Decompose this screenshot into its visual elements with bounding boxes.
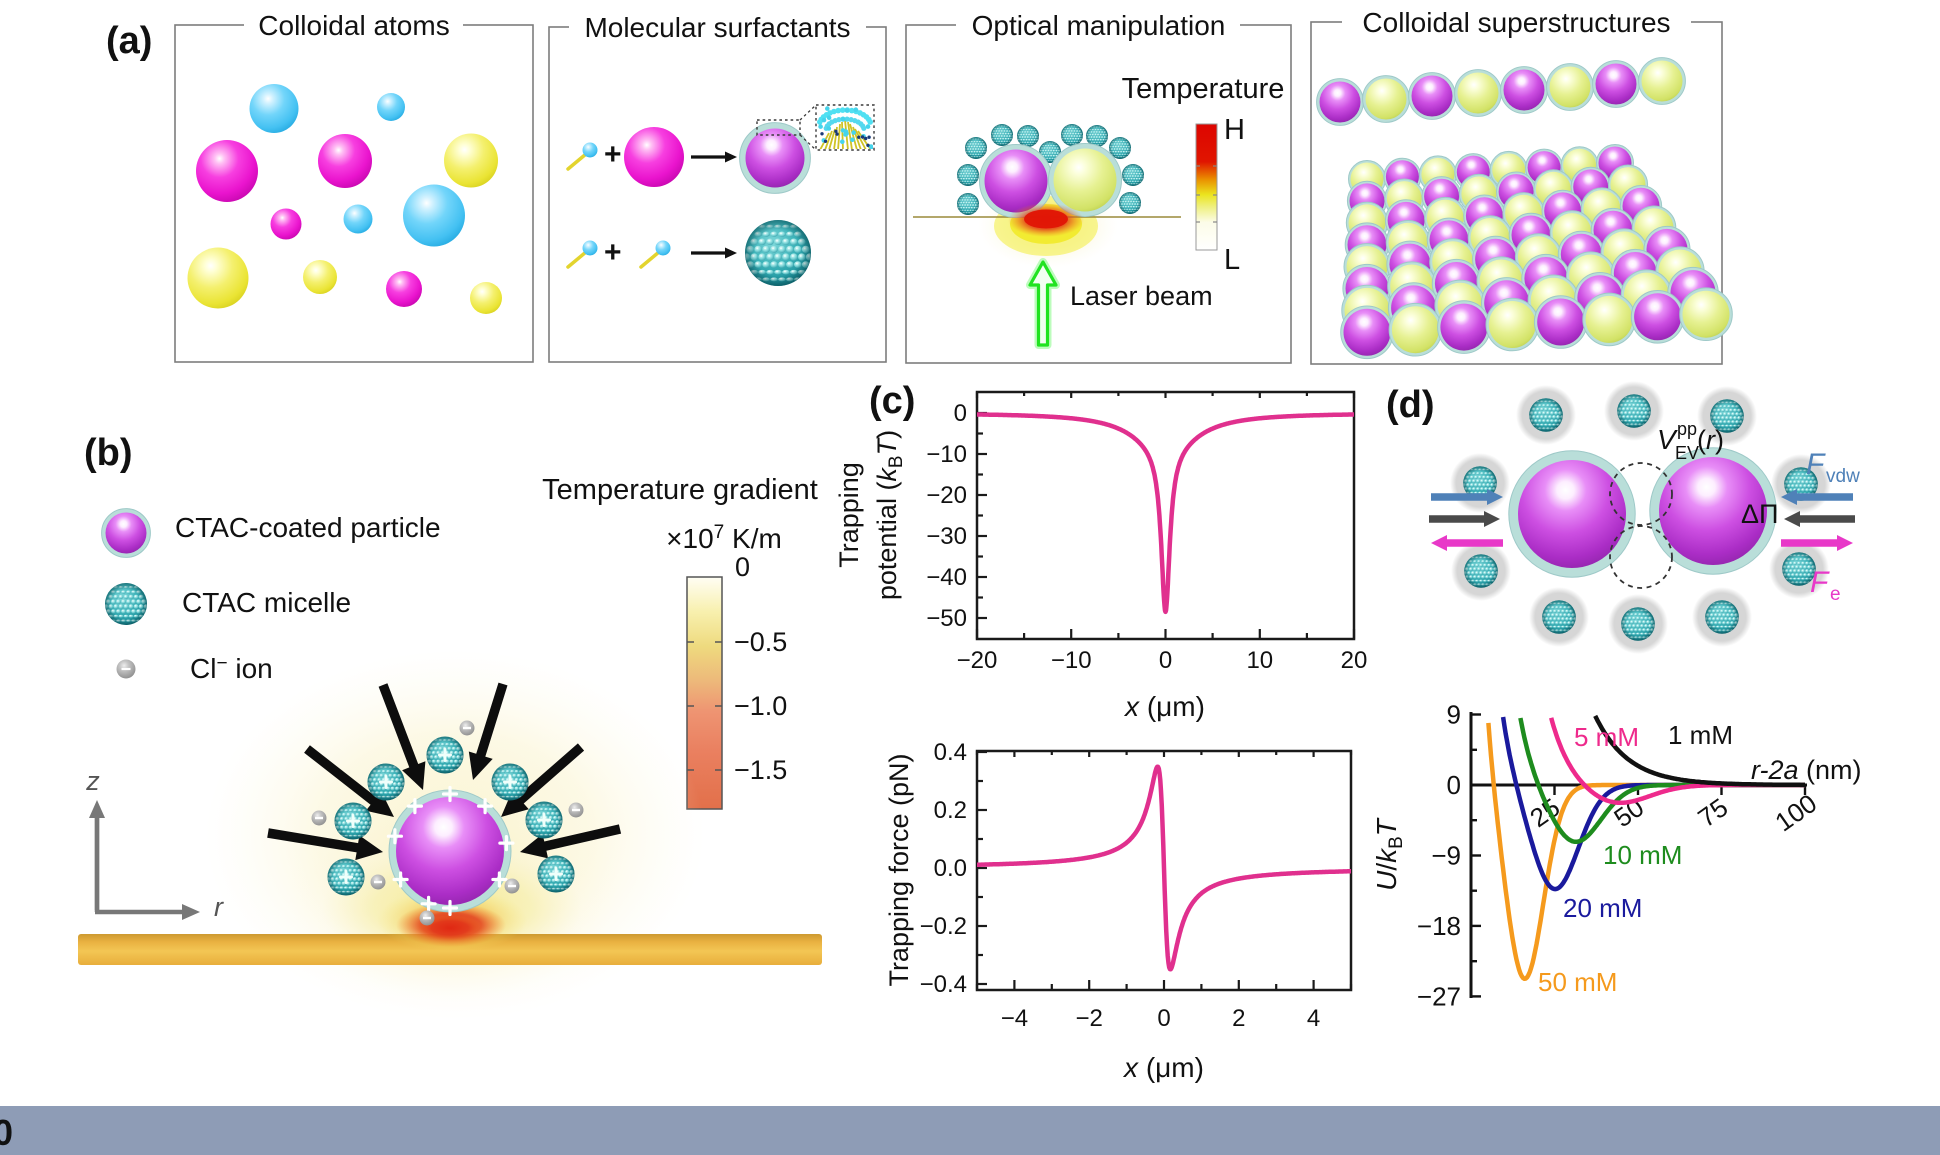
svg-text:−30: −30 <box>926 523 967 550</box>
svg-text:−10: −10 <box>926 441 967 468</box>
svg-text:(r): (r) <box>1697 425 1724 455</box>
svg-text:0: 0 <box>735 552 750 582</box>
svg-text:−9: −9 <box>1431 841 1461 871</box>
svg-text:9: 9 <box>1447 700 1461 730</box>
svg-text:−0.5: −0.5 <box>734 627 787 657</box>
svg-text:−10: −10 <box>1051 647 1092 674</box>
svg-text:Laser beam: Laser beam <box>1070 281 1213 311</box>
svg-text:Trapping force (pN): Trapping force (pN) <box>884 753 914 986</box>
svg-text:e: e <box>1830 584 1841 605</box>
svg-text:×107 K/m: ×107 K/m <box>666 522 782 554</box>
svg-text:(a): (a) <box>106 20 152 62</box>
svg-text:20 mM: 20 mM <box>1563 893 1642 923</box>
svg-text:(d): (d) <box>1386 384 1435 426</box>
svg-text:V: V <box>1657 424 1678 455</box>
svg-text:r-2a (nm): r-2a (nm) <box>1751 755 1862 785</box>
svg-text:x (μm): x (μm) <box>1123 691 1205 722</box>
svg-text:Temperature: Temperature <box>1122 73 1285 105</box>
svg-text:ΔΠ: ΔΠ <box>1741 499 1779 529</box>
svg-text:(b): (b) <box>84 432 133 474</box>
svg-text:10: 10 <box>1246 647 1273 674</box>
svg-text:Colloidal superstructures: Colloidal superstructures <box>1362 7 1670 38</box>
svg-text:−4: −4 <box>1001 1005 1028 1032</box>
svg-text:5 mM: 5 mM <box>1574 722 1639 752</box>
svg-text:−0.4: −0.4 <box>920 971 967 998</box>
svg-text:0.0: 0.0 <box>934 855 967 882</box>
svg-text:0: 0 <box>1447 770 1461 800</box>
svg-text:−1.0: −1.0 <box>734 691 787 721</box>
svg-text:CTAC micelle: CTAC micelle <box>182 587 351 618</box>
svg-text:Temperature gradient: Temperature gradient <box>542 474 818 506</box>
svg-text:4: 4 <box>1307 1005 1320 1032</box>
svg-text:F: F <box>1806 448 1826 481</box>
svg-text:L: L <box>1224 244 1240 276</box>
svg-text:0: 0 <box>0 1112 13 1153</box>
svg-text:1 mM: 1 mM <box>1668 720 1733 750</box>
svg-text:r: r <box>214 892 224 922</box>
svg-text:potential (kBT): potential (kBT) <box>872 430 907 600</box>
svg-text:−0.2: −0.2 <box>920 913 967 940</box>
svg-text:x (μm): x (μm) <box>1122 1052 1204 1083</box>
svg-text:−18: −18 <box>1417 911 1461 941</box>
svg-text:−1.5: −1.5 <box>734 755 787 785</box>
svg-text:0.2: 0.2 <box>934 797 967 824</box>
svg-text:(c): (c) <box>869 380 915 422</box>
svg-text:0.4: 0.4 <box>934 739 967 766</box>
svg-text:Colloidal atoms: Colloidal atoms <box>258 10 449 41</box>
svg-text:H: H <box>1224 114 1245 146</box>
svg-text:−20: −20 <box>957 647 998 674</box>
svg-text:0: 0 <box>954 400 967 427</box>
svg-text:−20: −20 <box>926 482 967 509</box>
svg-text:−40: −40 <box>926 564 967 591</box>
svg-text:2: 2 <box>1232 1005 1245 1032</box>
svg-text:Cl− ion: Cl− ion <box>190 653 273 684</box>
svg-text:U/kBT: U/kBT <box>1371 817 1407 891</box>
svg-text:10 mM: 10 mM <box>1603 840 1682 870</box>
svg-text:0: 0 <box>1159 647 1172 674</box>
svg-text:0: 0 <box>1157 1005 1170 1032</box>
svg-text:−2: −2 <box>1076 1005 1103 1032</box>
svg-text:50 mM: 50 mM <box>1538 967 1617 997</box>
svg-text:−50: −50 <box>926 605 967 632</box>
svg-text:+: + <box>604 138 622 171</box>
svg-text:pp: pp <box>1677 419 1697 439</box>
svg-text:Trapping: Trapping <box>834 462 864 568</box>
svg-text:Optical manipulation: Optical manipulation <box>972 10 1226 41</box>
svg-text:F: F <box>1810 566 1830 599</box>
svg-text:EV: EV <box>1675 443 1699 463</box>
svg-text:20: 20 <box>1341 647 1368 674</box>
svg-text:−27: −27 <box>1417 981 1461 1011</box>
svg-text:+: + <box>604 236 622 269</box>
svg-text:CTAC-coated particle: CTAC-coated particle <box>175 512 441 543</box>
svg-text:vdw: vdw <box>1826 466 1860 487</box>
svg-text:Molecular surfactants: Molecular surfactants <box>584 12 850 43</box>
svg-text:z: z <box>85 766 100 796</box>
